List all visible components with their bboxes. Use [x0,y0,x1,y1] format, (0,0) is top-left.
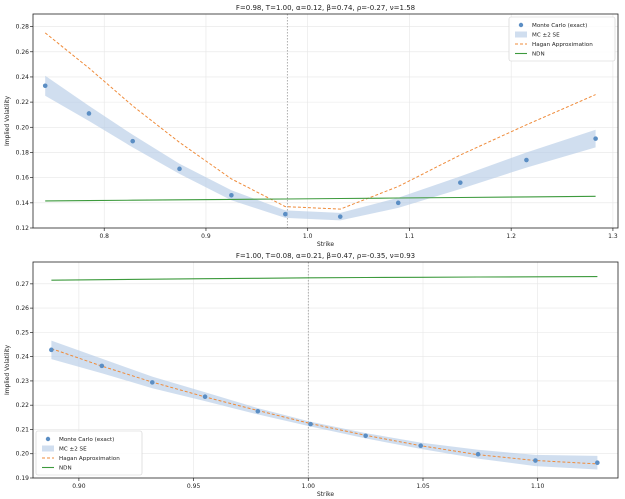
mc-point [363,433,368,439]
y-tick-label: 0.21 [16,426,30,433]
mc-point [86,111,92,116]
x-tick-label: 0.90 [72,483,86,490]
mc-band [51,340,598,470]
x-axis-label: Strike [317,491,335,498]
mc-point [255,408,261,414]
mc-point [524,157,529,163]
legend-label: Monte Carlo (exact) [59,437,114,443]
mc-point [283,211,288,217]
x-tick-label: 1.1 [405,233,415,240]
y-tick-label: 0.22 [16,402,30,409]
mc-band [45,75,596,221]
chart-title: F=0.98, T=1.00, α=0.12, β=0.74, ρ=-0.27,… [236,4,415,12]
y-axis-label: Implied Volatility [4,345,11,396]
x-tick-label: 0.9 [201,233,211,240]
legend-marker [45,436,51,442]
x-tick-label: 0.8 [99,233,109,240]
y-tick-label: 0.12 [16,225,30,232]
mc-point [130,138,136,144]
mc-point [177,166,182,172]
mc-point [99,363,105,369]
legend: Monte Carlo (exact) MC ±2 SE Hagan Approxi… [35,430,143,476]
mc-point [49,347,54,353]
x-tick-label: 1.2 [506,233,516,240]
plot-frame [32,261,619,479]
legend: Monte Carlo (exact) MC ±2 SE Hagan Approxi… [508,16,616,62]
mc-point [595,460,600,466]
mc-point [229,192,234,198]
legend-label: Monte Carlo (exact) [532,23,587,29]
y-tick-label: 0.27 [16,281,30,288]
y-tick-label: 0.14 [16,200,30,207]
y-tick-label: 0.24 [16,354,30,361]
chart-2: 0.90 0.95 1.00 1.05 1.10 0.19 0.20 0.21 0.22 0.23… [4,252,619,498]
mc-point [533,458,538,463]
mc-point [395,200,401,206]
mc-point [202,394,208,399]
legend-label: MC ±2 SE [532,33,560,39]
legend-label: Hagan Approximation [532,42,593,48]
chart-1: 0.8 0.9 1.0 1.1 1.2 1.3 0.12 0.14 0.16 0.18 0.20 0.… [4,4,619,248]
legend-marker [518,22,524,28]
x-tick-label: 1.00 [302,483,316,490]
mc-point [42,83,48,89]
y-axis-label: Implied Volatility [4,96,11,147]
ndn-line [45,195,596,202]
y-tick-label: 0.16 [16,175,30,182]
y-tick-label: 0.20 [16,451,30,458]
x-tick-label: 1.05 [416,483,430,490]
y-tick-label: 0.23 [16,378,30,385]
legend-box [508,16,616,62]
mc-point [337,214,343,219]
y-tick-label: 0.28 [16,24,30,31]
mc-point [308,421,313,427]
chart-title: F=1.00, T=0.08, α=0.21, β=0.47, ρ=-0.35,… [236,252,415,260]
x-tick-label: 0.95 [187,483,201,490]
y-tick-label: 0.25 [16,329,30,336]
y-tick-label: 0.20 [16,124,30,131]
y-tick-label: 0.18 [16,149,30,156]
plot-frame [32,13,619,229]
legend-label: MC ±2 SE [59,447,87,453]
legend-swatch [515,31,527,38]
mc-point [593,136,598,141]
legend-swatch [42,445,54,452]
legend-label: NDN [532,52,545,58]
x-tick-label: 1.0 [303,233,313,240]
mc-point [149,380,155,385]
y-tick-label: 0.26 [16,49,30,56]
y-tick-label: 0.19 [16,475,30,482]
mc-point [418,443,424,449]
legend-label: NDN [59,466,72,472]
y-tick-label: 0.24 [16,74,30,81]
legend-box [35,430,143,476]
x-axis-label: Strike [317,241,335,248]
y-tick-label: 0.26 [16,305,30,312]
mc-point [475,451,481,457]
mc-point [458,180,463,185]
legend-label: Hagan Approximation [59,456,120,462]
hagan-line [44,32,596,210]
ndn-line [51,276,598,281]
x-tick-label: 1.3 [608,233,618,240]
y-tick-label: 0.22 [16,99,30,106]
x-tick-label: 1.10 [531,483,545,490]
